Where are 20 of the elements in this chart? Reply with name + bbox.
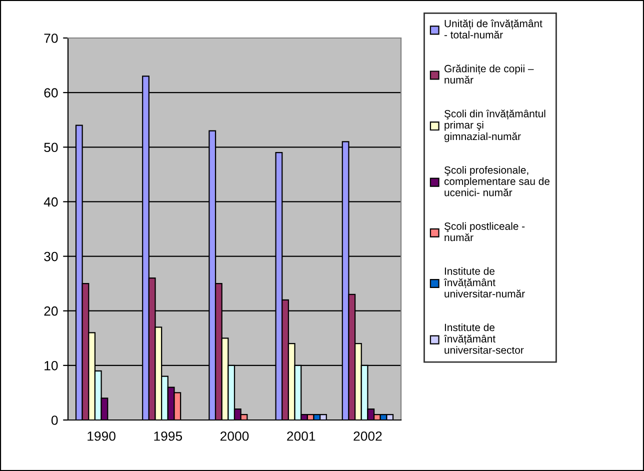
legend-label: Şcoli din învățământul primar şi gimnazial-număr xyxy=(444,110,546,142)
y-tick-label: 70 xyxy=(44,34,58,43)
x-tick-label: 1995 xyxy=(154,431,182,441)
x-tick-label: 2001 xyxy=(287,431,316,441)
y-tick-label: 40 xyxy=(44,197,58,207)
x-tick-label: 1990 xyxy=(88,431,116,441)
legend-label: Institute de învățământ universitar-sector xyxy=(444,323,524,354)
x-tick-label: 2000 xyxy=(220,431,249,441)
legend-label: Şcoli postliceale - număr xyxy=(444,222,525,242)
legend-label: Unități de învățământ - total-număr xyxy=(444,19,542,39)
y-tick-label: 0 xyxy=(51,416,58,425)
y-tick-label: 20 xyxy=(44,306,58,316)
y-tick-label: 30 xyxy=(44,252,58,262)
y-tick-label: 60 xyxy=(44,88,58,98)
x-tick-label: 2002 xyxy=(354,431,382,441)
y-tick-label: 50 xyxy=(44,142,58,152)
legend-label: Grădinițe de copii – număr xyxy=(444,64,534,84)
legend-label: Institute de învățământ universitar-număr xyxy=(444,267,525,298)
y-tick-label: 10 xyxy=(44,360,58,370)
legend-label: Şcoli profesionale, complementare sau de ucenici- număr xyxy=(444,166,550,196)
